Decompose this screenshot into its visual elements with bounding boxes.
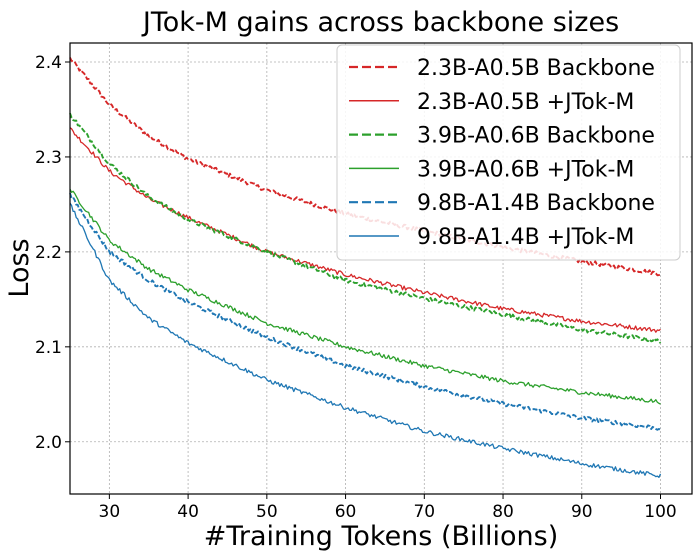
plot-frame [69, 42, 693, 495]
series-line [69, 188, 661, 405]
legend-label: 3.9B-A0.6B +JTok-M [417, 157, 634, 182]
y-tick-label: 2.2 [35, 243, 62, 263]
grid-lines [70, 43, 692, 494]
series-line [69, 202, 662, 478]
x-tick-label: 30 [99, 502, 121, 522]
y-tick-label: 2.1 [35, 338, 62, 358]
x-tick-label: 100 [644, 502, 676, 522]
x-tick-label: 50 [256, 502, 278, 522]
series-line [69, 112, 662, 344]
series-line [69, 192, 662, 431]
x-tick-label: 80 [492, 502, 514, 522]
legend-box [336, 44, 681, 261]
legend-label: 3.9B-A0.6B Backbone [417, 124, 655, 149]
legend-label: 9.8B-A1.4B Backbone [417, 191, 655, 216]
axis-ticks: 30 40 50 60 70 80 90 100 2.0 2.1 2.2 2.3 2.4 [35, 53, 677, 522]
legend-label: 2.3B-A0.5B Backbone [417, 56, 655, 81]
chart-title: JTok-M gains across backbone sizes [141, 7, 619, 38]
legend-label: 9.8B-A1.4B +JTok-M [417, 225, 634, 250]
x-tick-label: 90 [571, 502, 593, 522]
x-tick-label: 40 [177, 502, 199, 522]
y-tick-label: 2.4 [35, 53, 62, 73]
x-axis-label: #Training Tokens (Billions) [204, 521, 559, 552]
y-tick-label: 2.0 [35, 433, 62, 453]
y-tick-label: 2.3 [35, 148, 62, 168]
legend: 2.3B-A0.5B Backbone 2.3B-A0.5B +JTok-M 3.9… [336, 44, 681, 261]
x-tick-label: 70 [413, 502, 435, 522]
legend-label: 2.3B-A0.5B +JTok-M [417, 90, 634, 115]
x-tick-label: 60 [335, 502, 357, 522]
y-axis-label: Loss [4, 238, 35, 297]
